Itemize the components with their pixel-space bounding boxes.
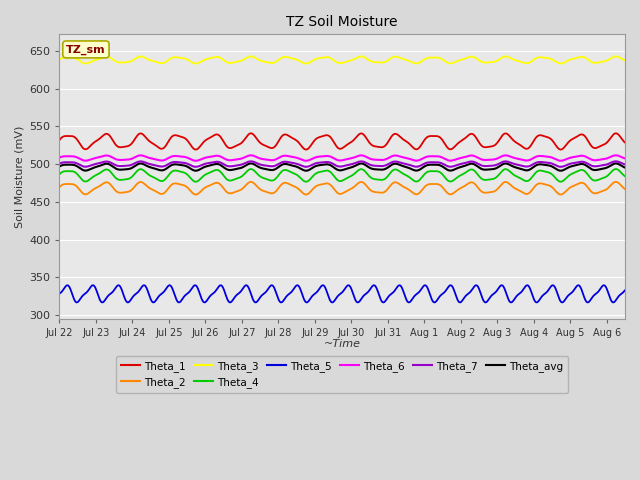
Legend: Theta_1, Theta_2, Theta_3, Theta_4, Theta_5, Theta_6, Theta_7, Theta_avg: Theta_1, Theta_2, Theta_3, Theta_4, Thet… — [116, 356, 568, 393]
Y-axis label: Soil Moisture (mV): Soil Moisture (mV) — [15, 125, 25, 228]
X-axis label: ~Time: ~Time — [324, 339, 361, 349]
Text: TZ_sm: TZ_sm — [66, 44, 106, 55]
Title: TZ Soil Moisture: TZ Soil Moisture — [287, 15, 398, 29]
